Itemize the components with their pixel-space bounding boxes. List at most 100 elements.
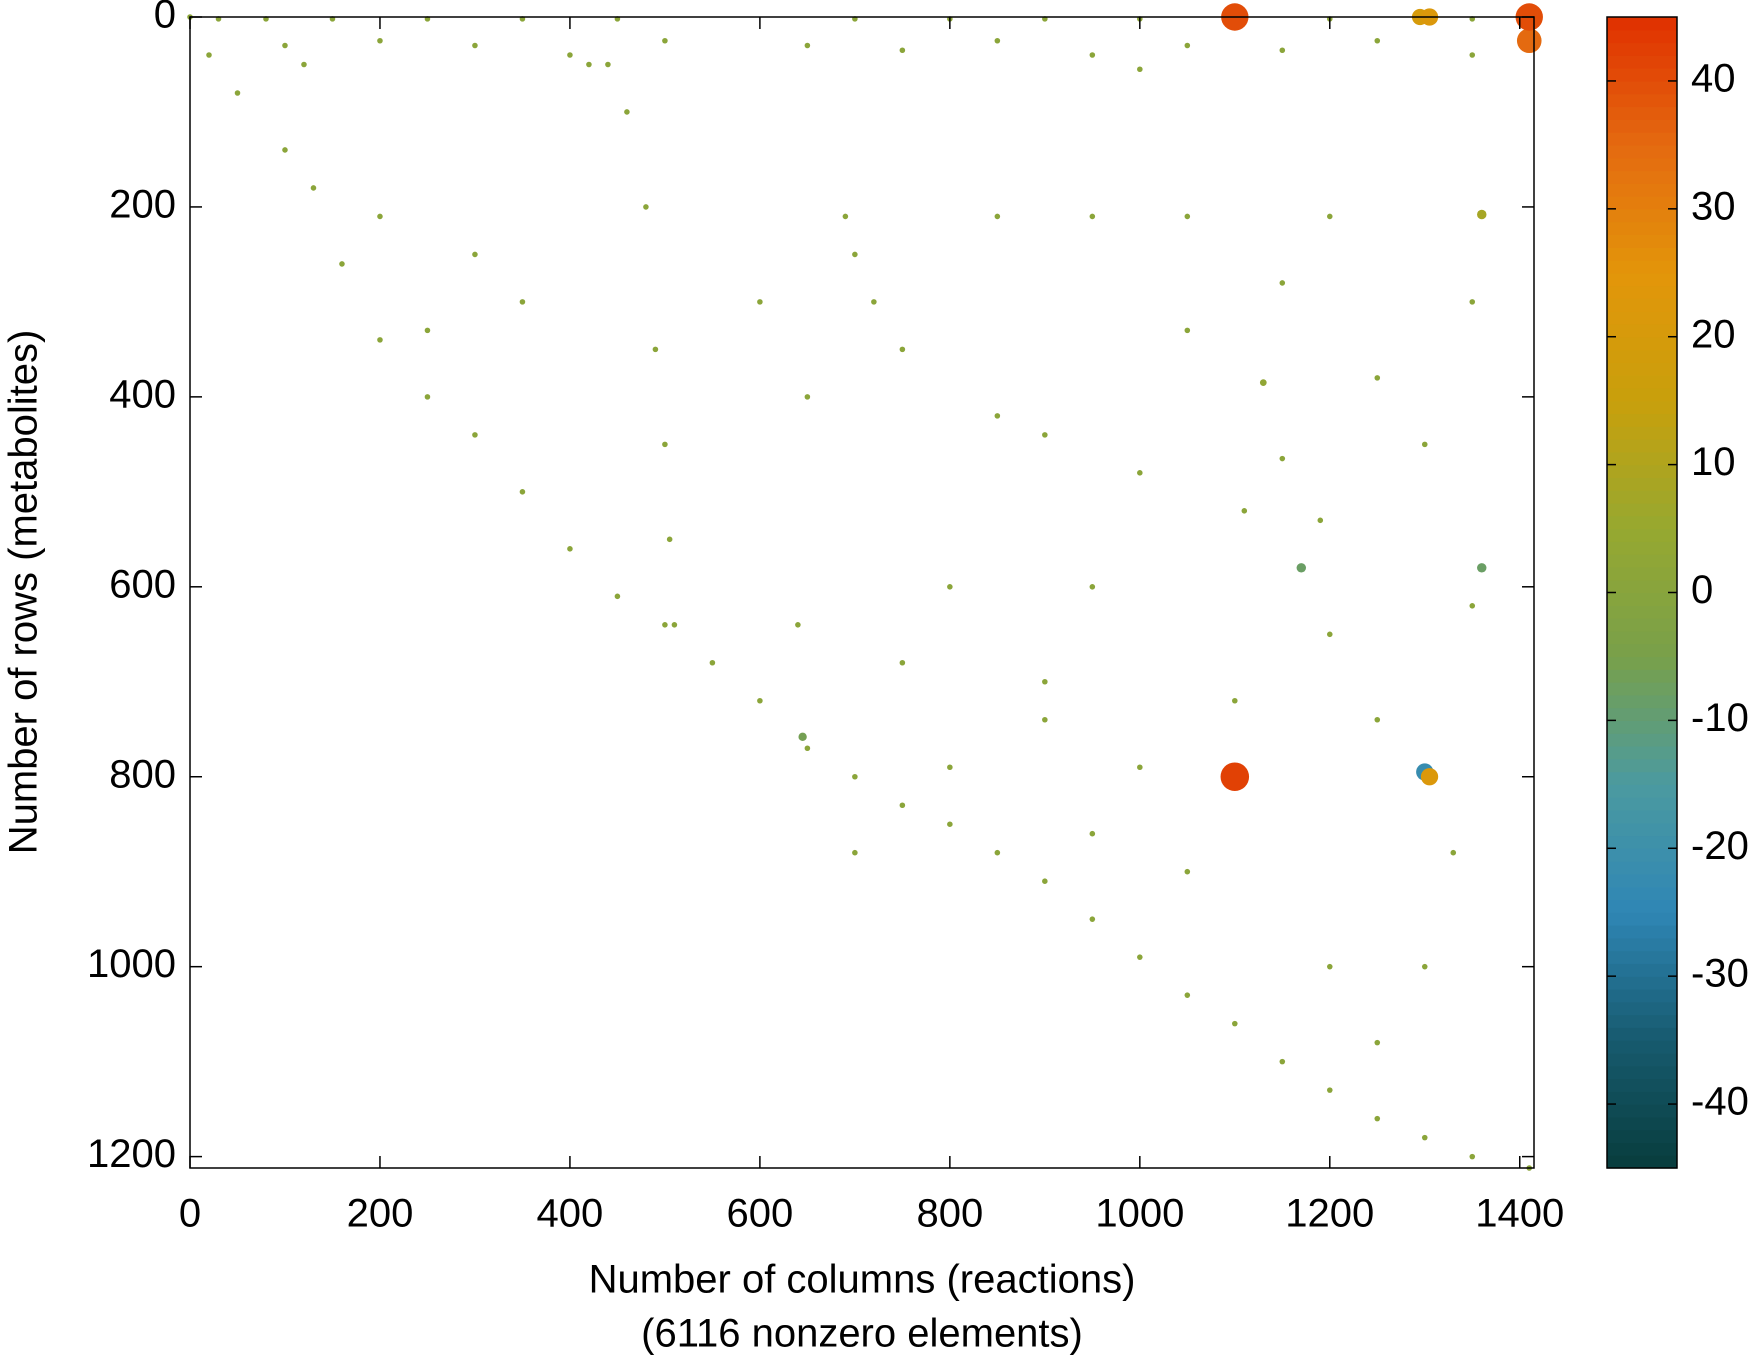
nonzero-point: [899, 47, 906, 54]
nonzero-point: [424, 327, 431, 334]
x-tick-label: 1200: [1285, 1192, 1374, 1236]
nonzero-point: [795, 622, 801, 628]
colorbar-segment: [1607, 119, 1677, 133]
colorbar-segment: [1607, 323, 1677, 338]
nonzero-point: [852, 773, 858, 780]
colorbar-segment: [1607, 1027, 1677, 1041]
colorbar-segment: [1607, 298, 1677, 312]
nonzero-point: [377, 337, 383, 343]
colorbar-segment: [1607, 579, 1677, 594]
colorbar-segment: [1607, 362, 1677, 376]
colorbar-segment: [1607, 784, 1677, 798]
nonzero-point: [1089, 830, 1096, 837]
colorbar-segment: [1607, 1155, 1677, 1169]
nonzero-point: [899, 802, 906, 809]
colorbar-segment: [1607, 656, 1677, 670]
colorbar-segment: [1607, 886, 1677, 901]
nonzero-point: [947, 764, 953, 771]
colorbar-segment: [1607, 925, 1677, 939]
colorbar-tick-label: -10: [1691, 696, 1749, 740]
colorbar-segment: [1607, 144, 1677, 159]
colorbar-segment: [1607, 132, 1677, 146]
nonzero-point: [1477, 209, 1487, 220]
nonzero-point: [1220, 762, 1250, 791]
y-tick-label: 200: [109, 182, 176, 226]
y-tick-label: 600: [109, 562, 176, 606]
x-tick-label: 600: [727, 1192, 794, 1236]
nonzero-point: [339, 261, 345, 267]
colorbar-segment: [1607, 618, 1677, 632]
nonzero-point: [567, 546, 573, 552]
colorbar-segment: [1607, 592, 1677, 606]
colorbar-segment: [1607, 694, 1677, 709]
nonzero-point: [1516, 28, 1542, 54]
nonzero-point: [1279, 1058, 1286, 1065]
nonzero-point: [1296, 563, 1307, 573]
colorbar-segment: [1607, 439, 1677, 453]
colorbar-segment: [1607, 1052, 1677, 1067]
colorbar-segment: [1607, 528, 1677, 542]
nonzero-point: [947, 584, 953, 590]
nonzero-point: [994, 849, 1001, 856]
colorbar-segment: [1607, 873, 1677, 888]
colorbar-tick-label: 10: [1691, 440, 1736, 484]
nonzero-point: [757, 697, 763, 704]
nonzero-point: [1469, 52, 1476, 58]
colorbar-segment: [1607, 720, 1677, 734]
nonzero-point: [624, 109, 630, 115]
x-tick-label: 800: [916, 1192, 983, 1236]
nonzero-point: [1042, 432, 1048, 438]
nonzero-point: [643, 204, 649, 210]
nonzero-point: [899, 346, 906, 353]
nonzero-point: [1232, 1020, 1238, 1027]
nonzero-point: [1469, 1153, 1476, 1160]
colorbar-segment: [1607, 259, 1677, 274]
colorbar-segment: [1607, 758, 1677, 773]
nonzero-point: [662, 441, 668, 448]
nonzero-point: [206, 52, 212, 58]
colorbar-tick-label: -20: [1691, 824, 1749, 868]
nonzero-point: [1089, 916, 1096, 922]
x-tick-label: 0: [179, 1192, 201, 1236]
colorbar-segment: [1607, 1129, 1677, 1144]
nonzero-point: [519, 489, 526, 495]
nonzero-point: [310, 185, 317, 191]
colorbar-segment: [1607, 272, 1677, 287]
nonzero-point: [1420, 768, 1439, 786]
colorbar-segment: [1607, 42, 1677, 56]
nonzero-point: [994, 413, 1001, 419]
nonzero-point: [1042, 878, 1048, 884]
nonzero-point: [1421, 441, 1428, 448]
colorbar-segment: [1607, 375, 1677, 389]
colorbar-segment: [1607, 1001, 1677, 1016]
nonzero-point: [1279, 455, 1286, 462]
nonzero-point: [1042, 716, 1048, 723]
colorbar-segment: [1607, 963, 1677, 977]
colorbar-tick-label: 20: [1691, 312, 1736, 356]
x-axis-note: (6116 nonzero elements): [641, 1312, 1083, 1356]
nonzero-point: [1184, 42, 1191, 49]
colorbar-segment: [1607, 797, 1677, 811]
colorbar-segment: [1607, 502, 1677, 517]
nonzero-point: [1317, 517, 1324, 524]
nonzero-point: [1477, 563, 1487, 573]
nonzero-point: [1374, 37, 1381, 44]
nonzero-point: [852, 849, 858, 856]
y-tick-label: 1000: [87, 942, 176, 986]
colorbar-segment: [1607, 899, 1677, 913]
nonzero-point: [994, 213, 1001, 220]
nonzero-point: [1279, 47, 1286, 54]
colorbar-segment: [1607, 848, 1677, 862]
colorbar-segment: [1607, 566, 1677, 581]
nonzero-point: [1241, 508, 1248, 514]
colorbar-segment: [1607, 1040, 1677, 1054]
colorbar-segment: [1607, 1014, 1677, 1028]
nonzero-point: [1184, 992, 1191, 998]
nonzero-point: [1184, 327, 1191, 334]
colorbar-segment: [1607, 451, 1677, 466]
colorbar-segment: [1607, 669, 1677, 683]
nonzero-point: [1279, 280, 1286, 286]
x-tick-label: 200: [347, 1192, 414, 1236]
nonzero-point: [994, 37, 1001, 44]
colorbar-segment: [1607, 745, 1677, 760]
